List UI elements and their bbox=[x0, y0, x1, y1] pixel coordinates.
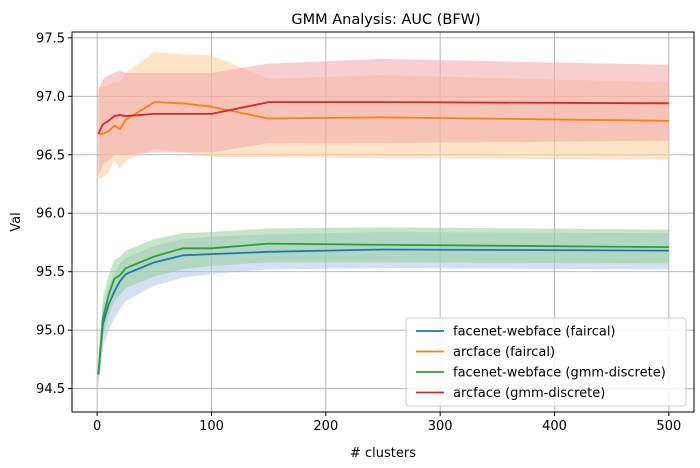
x-tick-label: 100 bbox=[199, 419, 224, 434]
legend-label: arcface (faircal) bbox=[453, 345, 555, 360]
y-tick-label: 97.5 bbox=[36, 31, 65, 46]
line-arcface-gmm-discrete bbox=[97, 101, 669, 135]
line-facenet-webface-gmm-discrete bbox=[97, 242, 669, 375]
x-tick-label: 400 bbox=[542, 419, 567, 434]
legend: facenet-webface (faircal) arcface (fairca… bbox=[405, 317, 687, 407]
plot-frame bbox=[71, 31, 695, 413]
band-facenet-webface-gmm-discrete bbox=[98, 227, 669, 383]
x-tick-label: 300 bbox=[428, 419, 453, 434]
line-arcface-faircal bbox=[98, 101, 669, 135]
x-tick-label: 200 bbox=[313, 419, 338, 434]
confidence-bands bbox=[98, 51, 669, 389]
legend-label: facenet-webface (gmm-discrete) bbox=[453, 366, 666, 381]
x-tick-label: 500 bbox=[656, 419, 681, 434]
y-tick-label: 96.5 bbox=[36, 148, 65, 163]
chart-title: GMM Analysis: AUC (BFW) bbox=[291, 12, 480, 28]
line-facenet-webface-faircal bbox=[97, 248, 669, 375]
band-facenet-webface-faircal bbox=[98, 231, 669, 389]
x-axis-label: # clusters bbox=[350, 446, 416, 461]
y-tick-label: 95.0 bbox=[36, 324, 65, 339]
y-tick-label: 96.0 bbox=[36, 207, 65, 222]
y-tick-label: 97.0 bbox=[36, 90, 65, 105]
legend-label: facenet-webface (faircal) bbox=[453, 325, 616, 340]
y-tick-label: 95.5 bbox=[36, 265, 65, 280]
legend-box bbox=[405, 317, 687, 407]
y-axis-label: Val bbox=[9, 212, 24, 231]
y-tick-label: 94.5 bbox=[36, 382, 65, 397]
legend-label: arcface (gmm-discrete) bbox=[453, 386, 605, 401]
series-lines bbox=[97, 101, 669, 375]
x-tick-label: 0 bbox=[93, 419, 101, 434]
axis-ticks: 0 100 200 300 400 500 94.5 95.0 95.5 96.0 96.5 97.0… bbox=[36, 31, 681, 434]
